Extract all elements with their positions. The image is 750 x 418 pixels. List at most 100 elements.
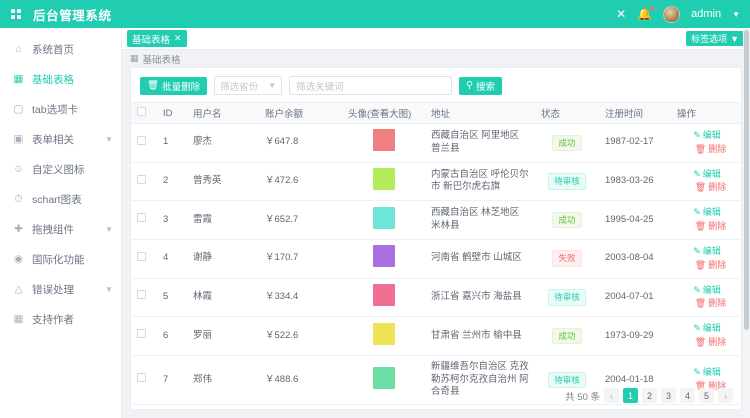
row-checkbox[interactable] [137, 290, 146, 300]
table-row[interactable]: 8丁静￥407.5 山西省 太原市 迎泽区失败1991-09-26✎编辑🗑删除 [131, 404, 741, 409]
search-label: 搜索 [476, 81, 496, 93]
sidebar-item-home[interactable]: ⌂ 系统首页 [0, 34, 121, 64]
cell-name: 曾秀英 [187, 162, 259, 202]
edit-button[interactable]: ✎ 编辑 [693, 366, 721, 378]
cell-id: 4 [157, 239, 187, 279]
edit-button[interactable]: ✎ 编辑 [693, 284, 721, 296]
pagination-page-4[interactable]: 4 [680, 388, 695, 403]
content-card: 🗑 批量删除 筛选省份 ▼ 筛选关键词 ⚲ 搜索 ID [130, 67, 742, 410]
edit-button[interactable]: ✎ 编辑 [693, 168, 721, 180]
avatar-thumbnail[interactable] [372, 322, 395, 345]
cell-avatar[interactable] [342, 316, 425, 356]
chevron-down-icon[interactable]: ▼ [732, 9, 740, 19]
pagination-page-3[interactable]: 3 [661, 388, 676, 403]
sidebar-item-tabs[interactable]: ▢ tab选项卡 [0, 94, 121, 124]
row-checkbox[interactable] [137, 329, 146, 339]
close-icon[interactable]: ✕ [174, 33, 182, 43]
delete-button[interactable]: 🗑 删除 [695, 220, 726, 232]
tab-basic-table[interactable]: 基础表格 ✕ [127, 30, 187, 47]
trash-icon: 🗑 [694, 298, 707, 309]
cell-actions: ✎编辑🗑删除 [671, 162, 741, 202]
avatar-thumbnail[interactable] [372, 283, 395, 306]
row-checkbox[interactable] [137, 135, 146, 145]
row-checkbox[interactable] [137, 373, 146, 383]
sidebar-item-support[interactable]: ▦ 支持作者 [0, 304, 121, 334]
table-row[interactable]: 1 廖杰 ￥647.8 西藏自治区 阿里地区 普兰县 成功 1987-02-17 ✎ 编辑 🗑 删… [131, 123, 741, 163]
pagination-page-1[interactable]: 1 [623, 388, 638, 403]
table-row[interactable]: 5 林霞 ￥334.4 浙江省 嘉兴市 海盐县 待审核 2004-07-01 ✎ 编辑 🗑 删除 [131, 278, 741, 318]
cell-date: 1995-04-25 [599, 200, 671, 240]
cell-avatar[interactable] [342, 200, 425, 240]
sidebar-item-drag[interactable]: ✚ 拖拽组件 ▼ [0, 214, 121, 244]
avatar[interactable] [663, 5, 681, 23]
row-checkbox[interactable] [137, 174, 146, 184]
pagination-page-5[interactable]: 5 [699, 388, 714, 403]
row-checkbox[interactable] [137, 251, 146, 261]
pagination-next[interactable]: › [718, 388, 733, 403]
trash-icon: 🗑 [694, 221, 707, 232]
column-header-balance: 账户余额 [259, 102, 342, 124]
avatar-thumbnail[interactable] [372, 206, 395, 229]
cell-avatar[interactable] [342, 404, 425, 409]
cell-avatar[interactable] [342, 123, 425, 163]
home-icon: ⌂ [15, 43, 22, 55]
cell-avatar[interactable] [342, 239, 425, 279]
sidebar-item-schart[interactable]: ⏱ schart图表 [0, 184, 121, 214]
cell-date: 2003-08-04 [599, 239, 671, 279]
row-select-cell [131, 162, 157, 202]
table-row[interactable]: 3 雷霞 ￥652.7 西藏自治区 林芝地区 米林县 成功 1995-04-25 ✎ 编辑 🗑 删… [131, 200, 741, 240]
column-header-avatar: 头像(查看大图) [342, 102, 425, 124]
delete-button[interactable]: 🗑 删除 [695, 181, 726, 193]
scrollbar-thumb[interactable] [744, 30, 749, 330]
edit-button[interactable]: ✎ 编辑 [693, 322, 721, 334]
cell-balance: ￥472.6 [259, 162, 342, 202]
avatar-thumbnail[interactable] [372, 129, 395, 152]
fullscreen-icon[interactable]: ✕ [616, 7, 627, 21]
sidebar-item-forms[interactable]: ▣ 表单相关 ▼ [0, 124, 121, 154]
logo-area[interactable]: 后台管理系统 [0, 5, 112, 24]
cell-status: 待审核 [535, 278, 599, 318]
avatar-thumbnail[interactable] [372, 168, 395, 191]
delete-button[interactable]: 🗑 删除 [695, 297, 726, 309]
search-button[interactable]: ⚲ 搜索 [459, 76, 503, 95]
sidebar-item-custom-icons[interactable]: ☺ 自定义图标 [0, 154, 121, 184]
chevron-down-icon: ▼ [105, 134, 113, 144]
drag-icon: ✚ [14, 223, 23, 235]
edit-label: 编辑 [702, 323, 721, 334]
select-all-checkbox[interactable] [137, 107, 146, 116]
table-row[interactable]: 2 曾秀英 ￥472.6 内蒙古自治区 呼伦贝尔市 新巴尔虎右旗 待审核 1983-03-… [131, 162, 741, 202]
pagination-prev[interactable]: ‹ [604, 388, 619, 403]
delete-button[interactable]: 🗑 删除 [695, 143, 726, 155]
delete-button[interactable]: 🗑 删除 [695, 380, 726, 392]
row-checkbox[interactable] [137, 213, 146, 223]
sidebar-item-i18n[interactable]: ◉ 国际化功能 [0, 244, 121, 274]
cell-avatar[interactable] [342, 162, 425, 202]
sidebar-item-error[interactable]: △ 错误处理 ▼ [0, 274, 121, 304]
pagination-page-2[interactable]: 2 [642, 388, 657, 403]
edit-button[interactable]: ✎ 编辑 [693, 206, 721, 218]
delete-button[interactable]: 🗑 删除 [695, 336, 726, 348]
cell-avatar[interactable] [342, 278, 425, 318]
sidebar-item-basic-table[interactable]: ▦ 基础表格 [0, 64, 121, 94]
cell-avatar[interactable] [342, 355, 425, 406]
cell-balance: ￥652.7 [259, 200, 342, 240]
delete-button[interactable]: 🗑 删除 [695, 259, 726, 271]
province-select[interactable]: 筛选省份 ▼ [214, 76, 283, 95]
cell-actions: ✎编辑 🗑删除 [671, 200, 741, 240]
cell-id: 1 [157, 123, 187, 163]
avatar-thumbnail[interactable] [372, 245, 395, 268]
column-header-name: 用户名 [187, 102, 259, 124]
table-row[interactable]: 4 谢静 ￥170.7 河南省 鹤壁市 山城区 失败 2003-08-04 ✎ 编辑 🗑 删除 [131, 239, 741, 279]
avatar-thumbnail[interactable] [372, 366, 395, 389]
user-name[interactable]: admin [691, 8, 722, 20]
vertical-scrollbar[interactable] [743, 28, 750, 418]
edit-button[interactable]: ✎ 编辑 [693, 245, 721, 257]
keyword-input[interactable]: 筛选关键词 [289, 76, 453, 95]
cell-id: 8 [157, 404, 187, 409]
batch-delete-button[interactable]: 🗑 批量删除 [140, 76, 208, 95]
smile-icon: ☺ [13, 163, 24, 175]
tab-options-button[interactable]: 标签选项 ▼ [686, 31, 744, 46]
bell-icon[interactable]: 🔔 [637, 6, 655, 21]
table-row[interactable]: 6 罗丽 ￥522.6 甘肃省 兰州市 榆中县 成功 1973-09-29 ✎ 编辑 🗑 删除 [131, 316, 741, 356]
edit-button[interactable]: ✎ 编辑 [693, 129, 721, 141]
